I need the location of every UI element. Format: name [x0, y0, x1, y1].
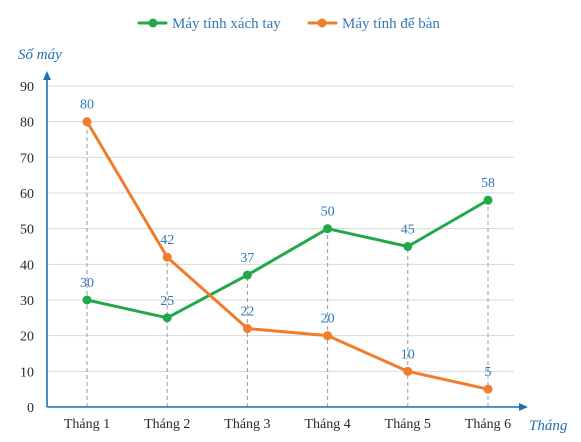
- y-axis-arrow: [43, 71, 51, 80]
- y-tick-label-5: 40: [20, 258, 34, 273]
- series-2-data-label-4: 20: [321, 312, 335, 327]
- x-axis-arrow: [519, 403, 528, 411]
- y-tick-label-3: 20: [20, 330, 34, 345]
- series-1-data-label-1: 30: [80, 276, 94, 291]
- series-1-data-label-4: 50: [321, 205, 335, 220]
- series-2-data-label-3: 22: [240, 305, 254, 320]
- series-1-data-label-2: 25: [160, 294, 174, 309]
- series-line-2: [85, 120, 490, 391]
- y-tick-label-6: 50: [20, 223, 34, 238]
- series-2-point-3: [242, 324, 252, 334]
- drop-lines: [86, 121, 489, 407]
- series-1-point-5: [403, 242, 413, 251]
- series-2-data-label-1: 80: [80, 98, 94, 113]
- series-1-point-3: [242, 270, 252, 280]
- y-tick-label-2: 10: [20, 365, 34, 380]
- series-2-point-4: [323, 331, 333, 341]
- series-2-data-label-5: 10: [401, 347, 415, 362]
- legend-marker-1: [148, 18, 158, 28]
- series-1-data-label-5: 45: [401, 223, 415, 238]
- series-1-data-label-3: 37: [240, 251, 254, 266]
- y-tick-label-4: 30: [20, 294, 34, 309]
- legend-label-1: Máy tính xách tay: [172, 16, 281, 32]
- series-1-data-label-6: 58: [481, 176, 495, 191]
- grid-lines: [47, 85, 514, 372]
- series-2-point-2: [162, 252, 172, 262]
- y-tick-label-7: 60: [20, 187, 34, 202]
- axes: [43, 71, 528, 411]
- legend: Máy tính xách tay Máy tính để bàn: [137, 16, 440, 32]
- series-2-point-5: [403, 366, 413, 376]
- series-1-point-4: [323, 224, 333, 234]
- legend-marker-2: [317, 18, 327, 28]
- series-layer: [82, 117, 493, 394]
- tick-labels: 0 10 20 30 40 50 60 70 80 90 Tháng 1 Tháng 2 Tháng 3…: [20, 80, 511, 432]
- x-tick-label-1: Tháng 1: [64, 417, 110, 432]
- y-tick-label-8: 70: [20, 151, 34, 166]
- series-2-point-6: [483, 384, 493, 394]
- x-tick-label-6: Tháng 6: [465, 417, 511, 432]
- y-axis-title: Số máy: [18, 47, 62, 63]
- x-tick-label-4: Tháng 4: [304, 417, 350, 432]
- series-line-1: [85, 198, 490, 320]
- legend-label-2: Máy tính để bàn: [342, 16, 440, 32]
- series-2-data-label-6: 5: [485, 365, 492, 380]
- y-tick-label-1: 0: [27, 401, 34, 416]
- series-1-point-6: [483, 195, 493, 205]
- x-tick-label-3: Tháng 3: [224, 417, 270, 432]
- series-2-point-1: [82, 117, 92, 127]
- series-1-point-2: [162, 313, 172, 323]
- x-tick-label-2: Tháng 2: [144, 417, 190, 432]
- x-axis-title: Tháng: [529, 418, 568, 434]
- series-1-point-1: [82, 295, 92, 305]
- data-labels: 30 25 37 50 45 58 80 42 22 20 10 5: [80, 98, 495, 380]
- series-2-data-label-2: 42: [160, 233, 174, 248]
- y-tick-label-9: 80: [20, 116, 34, 131]
- x-tick-label-5: Tháng 5: [385, 417, 431, 432]
- y-tick-label-10: 90: [20, 80, 34, 95]
